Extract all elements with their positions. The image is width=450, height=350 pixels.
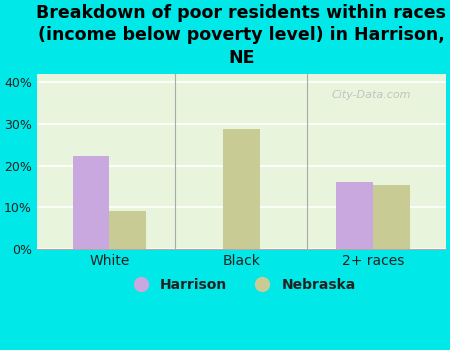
Bar	[374, 186, 410, 249]
Title: Breakdown of poor residents within races
(income below poverty level) in Harriso: Breakdown of poor residents within races…	[36, 4, 446, 66]
Bar	[336, 182, 373, 249]
Bar	[223, 129, 260, 249]
Legend: Harrison, Nebraska: Harrison, Nebraska	[127, 278, 356, 292]
Bar	[109, 211, 146, 249]
Bar	[72, 156, 109, 249]
Text: City-Data.com: City-Data.com	[331, 90, 411, 100]
